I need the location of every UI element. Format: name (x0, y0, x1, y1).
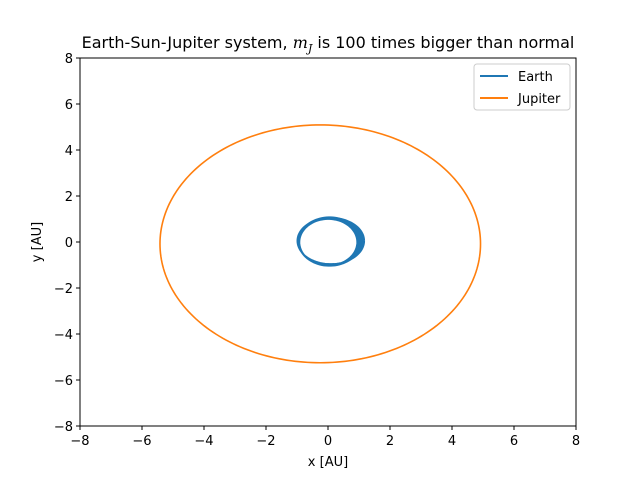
x-tick-label: 8 (572, 434, 580, 449)
y-axis-label: y [AU] (30, 222, 45, 262)
x-tick-label: −6 (132, 434, 151, 449)
y-axis: −8 −6 −4 −2 0 2 4 6 8 (54, 52, 80, 435)
legend-label-earth: Earth (518, 70, 553, 85)
chart-title-math-sub: J (306, 42, 313, 55)
x-tick-label: −2 (256, 434, 275, 449)
x-axis: −8 −6 −4 −2 0 2 4 6 8 (70, 426, 580, 449)
y-tick-label: 4 (65, 144, 73, 159)
plot-area-frame (79, 57, 577, 427)
legend-label-jupiter: Jupiter (517, 92, 561, 107)
chart-title: Earth-Sun-Jupiter system, mJ is 100 time… (82, 33, 575, 55)
x-tick-label: 2 (386, 434, 394, 449)
legend: Earth Jupiter (473, 63, 571, 111)
x-tick-label: 4 (448, 434, 456, 449)
y-tick-label: −6 (54, 374, 73, 389)
y-tick-label: 8 (65, 52, 73, 67)
chart-title-math-base: m (293, 33, 308, 52)
y-tick-label: 6 (65, 98, 73, 113)
x-tick-label: −4 (194, 434, 213, 449)
y-tick-label: −2 (54, 282, 73, 297)
chart-title-prefix: Earth-Sun-Jupiter system, (82, 33, 293, 52)
y-tick-label: −4 (54, 328, 73, 343)
x-axis-label: x [AU] (308, 455, 348, 470)
x-tick-label: −8 (70, 434, 89, 449)
x-tick-label: 6 (510, 434, 518, 449)
x-tick-label: 0 (324, 434, 332, 449)
series-jupiter-line (159, 124, 482, 364)
series-earth-line (296, 216, 366, 267)
y-tick-label: 2 (65, 190, 73, 205)
chart-title-suffix: is 100 times bigger than normal (312, 33, 574, 52)
series-layer (159, 124, 482, 364)
y-tick-label: 0 (65, 236, 73, 251)
y-tick-label: −8 (54, 420, 73, 435)
